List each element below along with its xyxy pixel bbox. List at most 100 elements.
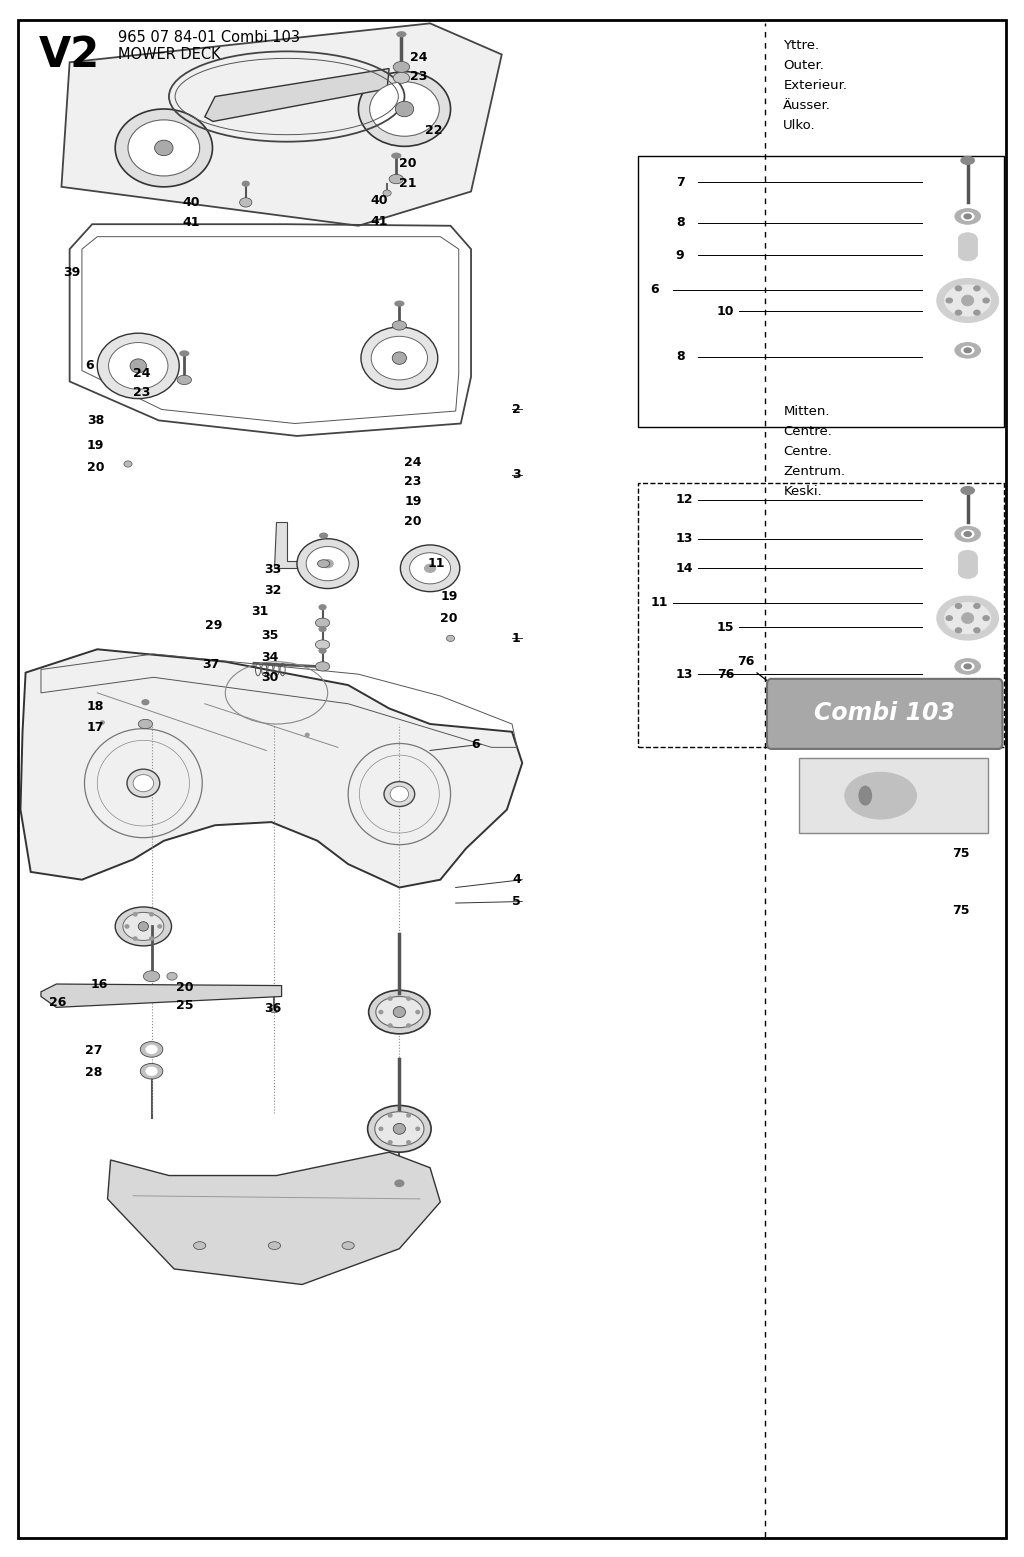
Ellipse shape: [983, 299, 989, 302]
Text: 27: 27: [85, 1045, 102, 1057]
Ellipse shape: [127, 769, 160, 797]
Text: MOWER DECK: MOWER DECK: [118, 47, 220, 62]
Text: 1: 1: [512, 632, 521, 645]
Ellipse shape: [955, 310, 962, 315]
Ellipse shape: [965, 349, 971, 353]
Text: 13: 13: [676, 668, 693, 680]
Ellipse shape: [416, 1127, 421, 1130]
Ellipse shape: [179, 350, 189, 357]
Text: 13: 13: [676, 532, 693, 545]
Ellipse shape: [140, 1042, 163, 1057]
Ellipse shape: [158, 923, 163, 928]
Text: 28: 28: [85, 1067, 102, 1079]
Ellipse shape: [446, 635, 455, 641]
Text: 12: 12: [676, 494, 693, 506]
Bar: [958, 238, 977, 255]
Text: 20: 20: [399, 157, 417, 170]
Ellipse shape: [177, 375, 191, 385]
Ellipse shape: [393, 1007, 406, 1018]
Ellipse shape: [961, 157, 974, 163]
Ellipse shape: [954, 343, 980, 358]
Ellipse shape: [150, 936, 155, 940]
Ellipse shape: [138, 719, 153, 729]
Ellipse shape: [315, 662, 330, 671]
Ellipse shape: [269, 1006, 280, 1014]
Ellipse shape: [983, 617, 989, 621]
Text: 75: 75: [952, 847, 970, 859]
Bar: [958, 556, 977, 573]
Ellipse shape: [392, 352, 407, 364]
Text: 34: 34: [261, 651, 279, 663]
Ellipse shape: [394, 301, 404, 307]
Text: 965 07 84-01 Combi 103: 965 07 84-01 Combi 103: [118, 30, 300, 45]
Ellipse shape: [955, 286, 962, 291]
Ellipse shape: [974, 604, 980, 609]
Bar: [638, 483, 1004, 747]
Text: 6: 6: [650, 283, 658, 296]
Text: 11: 11: [650, 596, 668, 609]
Ellipse shape: [406, 1023, 412, 1028]
Text: 26: 26: [49, 996, 67, 1009]
Text: V2: V2: [39, 34, 100, 76]
Text: 39: 39: [63, 266, 81, 279]
Ellipse shape: [376, 996, 423, 1028]
Ellipse shape: [392, 321, 407, 330]
Ellipse shape: [965, 665, 971, 670]
Ellipse shape: [133, 912, 137, 917]
Ellipse shape: [240, 198, 252, 207]
Ellipse shape: [961, 486, 974, 495]
Text: Yttre.
Outer.
Exterieur.
Äusser.
Ulko.: Yttre. Outer. Exterieur. Äusser. Ulko.: [783, 39, 848, 132]
Text: 32: 32: [264, 584, 282, 596]
Ellipse shape: [140, 1063, 163, 1079]
Ellipse shape: [383, 190, 391, 196]
Text: 38: 38: [87, 414, 104, 427]
Text: 40: 40: [182, 196, 200, 209]
Ellipse shape: [133, 775, 154, 793]
Polygon shape: [61, 23, 502, 226]
Ellipse shape: [393, 62, 410, 73]
Ellipse shape: [318, 604, 327, 610]
Ellipse shape: [393, 73, 410, 84]
Ellipse shape: [305, 733, 309, 738]
Text: 10: 10: [717, 305, 734, 318]
Ellipse shape: [379, 1127, 384, 1130]
Text: 29: 29: [205, 620, 222, 632]
Text: 41: 41: [371, 215, 388, 227]
Ellipse shape: [155, 140, 173, 156]
Text: 3: 3: [512, 469, 520, 481]
Ellipse shape: [974, 286, 980, 291]
Ellipse shape: [955, 604, 962, 609]
Ellipse shape: [317, 561, 330, 568]
Ellipse shape: [387, 1113, 393, 1118]
Ellipse shape: [194, 1242, 206, 1249]
Ellipse shape: [387, 1023, 393, 1028]
Text: 19: 19: [440, 590, 458, 603]
Ellipse shape: [965, 215, 971, 218]
Text: 16: 16: [90, 978, 108, 990]
Text: 7: 7: [676, 176, 685, 188]
Ellipse shape: [297, 539, 358, 589]
Ellipse shape: [944, 285, 990, 316]
Text: 20: 20: [440, 612, 458, 624]
Polygon shape: [205, 69, 389, 121]
Text: 33: 33: [264, 564, 282, 576]
Ellipse shape: [859, 786, 871, 805]
Text: 23: 23: [404, 475, 422, 487]
Text: 30: 30: [261, 671, 279, 684]
Ellipse shape: [387, 996, 393, 1001]
Ellipse shape: [342, 1242, 354, 1249]
Ellipse shape: [115, 109, 213, 187]
FancyBboxPatch shape: [767, 679, 1002, 749]
Ellipse shape: [123, 912, 164, 940]
Ellipse shape: [406, 996, 412, 1001]
Ellipse shape: [962, 347, 974, 355]
Text: 23: 23: [410, 70, 427, 83]
Ellipse shape: [318, 648, 327, 654]
Ellipse shape: [974, 627, 980, 632]
Ellipse shape: [391, 153, 401, 159]
Polygon shape: [108, 1152, 440, 1285]
Ellipse shape: [954, 526, 980, 542]
Text: Mitten.
Centre.
Centre.
Zentrum.
Keski.: Mitten. Centre. Centre. Zentrum. Keski.: [783, 405, 846, 498]
Ellipse shape: [319, 532, 328, 539]
Ellipse shape: [167, 972, 177, 981]
